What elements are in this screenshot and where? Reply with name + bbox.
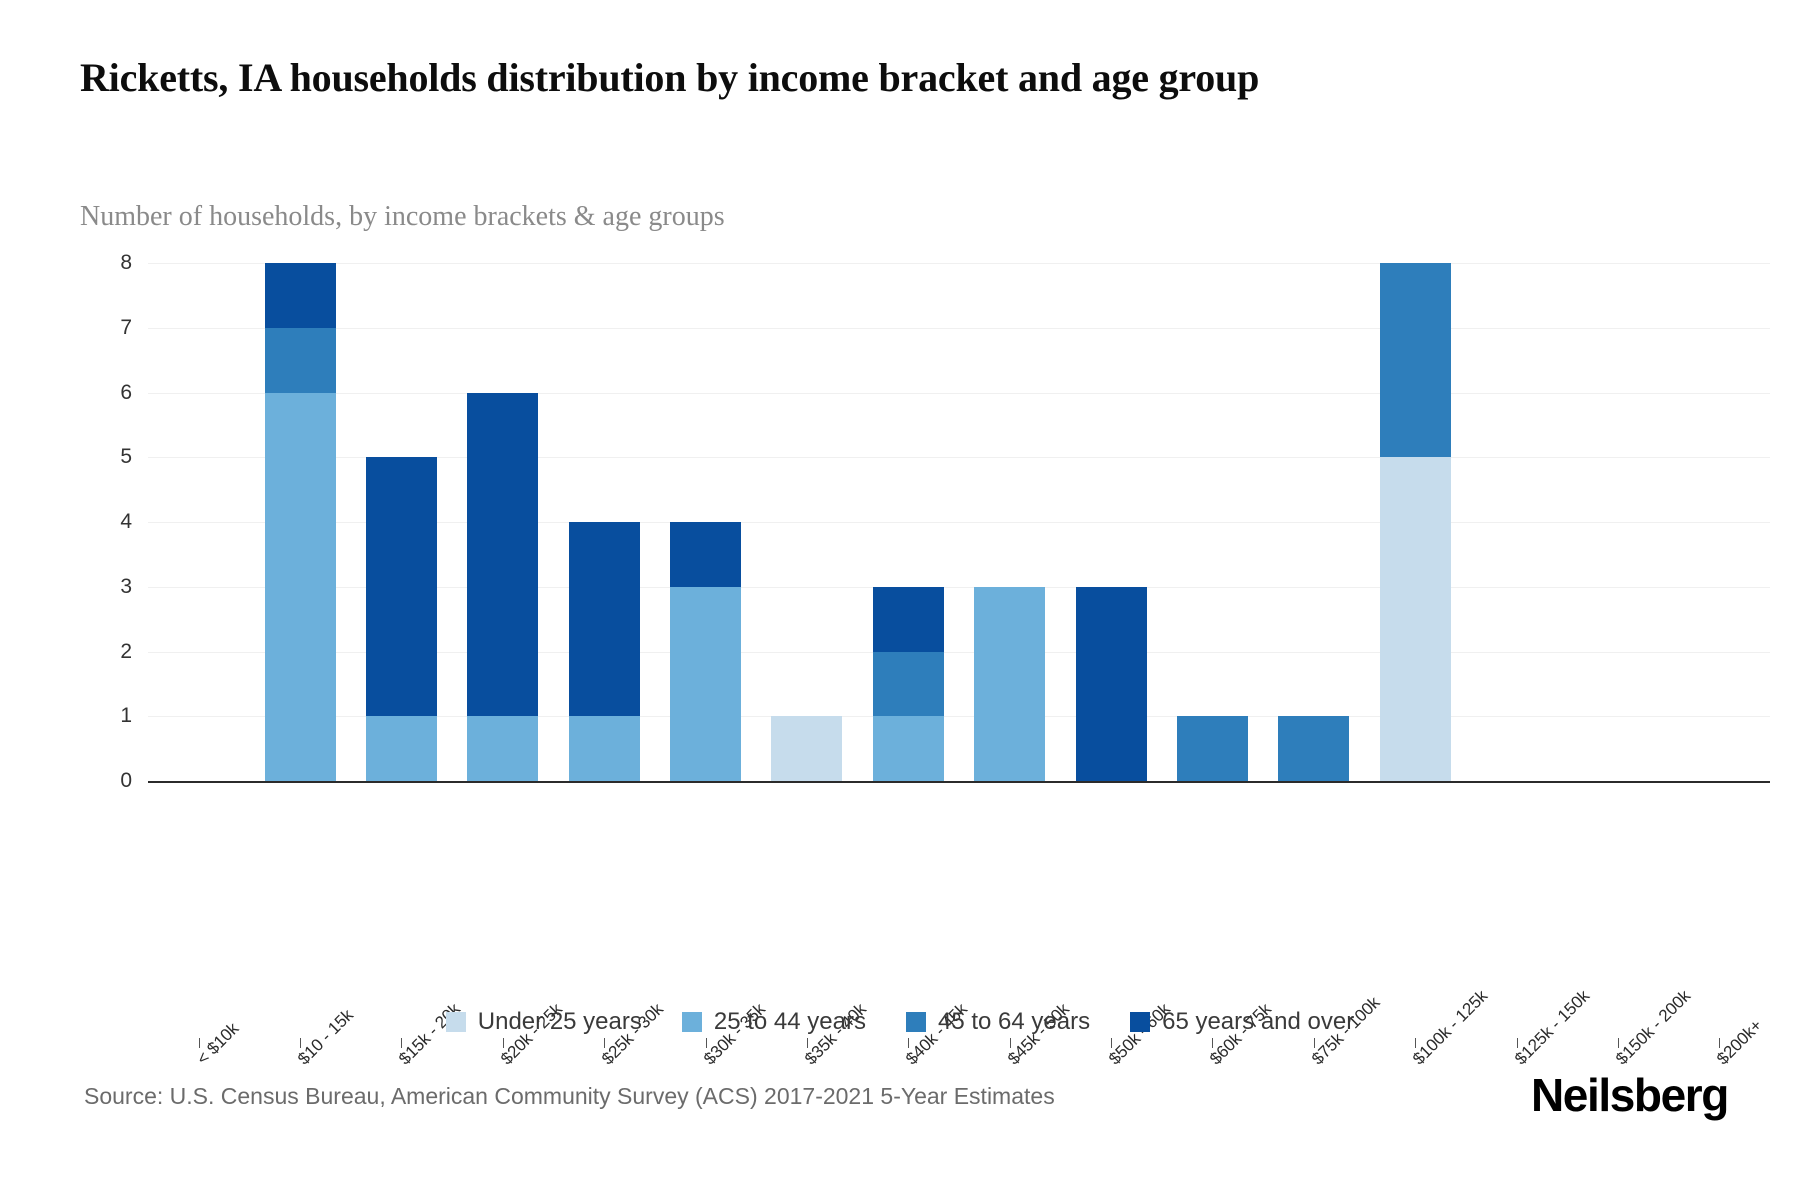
y-axis-tick-label: 1	[120, 704, 132, 728]
chart-legend: Under 25 years 25 to 44 years 45 to 64 yea…	[0, 1008, 1800, 1036]
bar-segment[interactable]	[264, 327, 336, 393]
legend-swatch-icon	[1130, 1012, 1151, 1032]
x-axis-tick-mark	[502, 1038, 504, 1048]
bar-segment[interactable]	[1379, 457, 1451, 781]
bar-segment[interactable]	[1176, 716, 1248, 781]
x-axis-tick-mark	[604, 1038, 606, 1048]
gridline	[148, 263, 1770, 264]
gridline	[148, 522, 1770, 523]
legend-item[interactable]: 65 years and over	[1130, 1008, 1354, 1036]
legend-item[interactable]: 45 to 64 years	[905, 1008, 1091, 1036]
gridline	[148, 327, 1770, 329]
bar-segment[interactable]	[1278, 716, 1350, 781]
bar-segment[interactable]	[872, 716, 944, 781]
bar-segment[interactable]	[872, 586, 944, 652]
y-axis-tick-label: 2	[120, 639, 132, 663]
bar-segment[interactable]	[974, 586, 1046, 781]
gridline	[148, 716, 1770, 718]
x-axis-tick-mark	[806, 1038, 808, 1048]
legend-swatch-icon	[445, 1012, 466, 1032]
bar-segment[interactable]	[467, 392, 539, 717]
x-axis-tick-mark	[1516, 1038, 1518, 1048]
source-note: Source: U.S. Census Bureau, American Com…	[84, 1083, 1055, 1109]
legend-swatch-icon	[681, 1012, 702, 1032]
x-axis-tick-mark	[1009, 1038, 1011, 1048]
bar-stack[interactable]	[670, 522, 742, 781]
x-axis-tick-mark	[1212, 1038, 1214, 1048]
x-axis-tick-mark	[198, 1038, 200, 1048]
bar-stack[interactable]	[771, 716, 843, 781]
bar-stack[interactable]	[1075, 586, 1147, 781]
legend-label: 45 to 64 years	[937, 1008, 1091, 1035]
x-axis-tick-mark	[705, 1038, 707, 1048]
x-axis-tick-mark	[1111, 1038, 1113, 1048]
legend-label: Under 25 years	[477, 1008, 642, 1035]
gridline	[148, 392, 1770, 394]
bar-segment[interactable]	[365, 457, 437, 717]
y-axis-tick-label: 6	[120, 380, 132, 404]
x-axis-tick-mark	[908, 1038, 910, 1048]
bar-segment[interactable]	[365, 716, 437, 781]
bar-segment[interactable]	[467, 716, 539, 781]
legend-label: 65 years and over	[1162, 1008, 1355, 1035]
bar-stack[interactable]	[1278, 716, 1350, 781]
x-axis-tick-mark	[1313, 1038, 1315, 1048]
x-axis-tick-mark	[300, 1038, 302, 1048]
bar-segment[interactable]	[771, 716, 843, 781]
bar-stack[interactable]	[568, 522, 640, 781]
x-axis-tick-mark	[1415, 1038, 1417, 1048]
bar-stack[interactable]	[467, 392, 539, 781]
y-axis-tick-label: 4	[120, 510, 132, 533]
x-axis-line	[148, 781, 1770, 783]
bar-segment[interactable]	[670, 522, 742, 587]
bar-stack[interactable]	[872, 586, 944, 781]
legend-label: 25 to 44 years	[713, 1008, 866, 1035]
x-axis-tick-mark	[1617, 1038, 1619, 1048]
bar-stack[interactable]	[1379, 263, 1451, 781]
bar-stack[interactable]	[365, 457, 437, 781]
y-axis-tick-label: 8	[120, 251, 132, 274]
bar-segment[interactable]	[568, 716, 640, 781]
legend-swatch-icon	[905, 1012, 926, 1032]
bar-segment[interactable]	[1075, 586, 1147, 781]
plot-area: 0 1 2 3 4 5 6 7 8 < $10k $10 - 15k $15k - 20k $20k -…	[120, 251, 1770, 1068]
page-title: Ricketts, IA households distribution by …	[80, 55, 1260, 100]
gridline	[148, 586, 1770, 588]
gridline	[148, 651, 1770, 653]
legend-item[interactable]: 25 to 44 years	[681, 1008, 866, 1036]
brand-logo: Neilsberg	[1530, 1069, 1729, 1121]
y-axis-tick-label: 7	[120, 315, 132, 339]
y-axis-tick-label: 3	[120, 574, 132, 598]
bar-stack[interactable]	[264, 263, 336, 781]
legend-item[interactable]: Under 25 years	[445, 1008, 642, 1036]
x-axis-tick-mark	[401, 1038, 403, 1048]
bar-segment[interactable]	[264, 263, 336, 328]
page-subtitle: Number of households, by income brackets…	[80, 201, 725, 232]
bar-stack[interactable]	[974, 586, 1046, 781]
bar-segment[interactable]	[568, 522, 640, 717]
bar-segment[interactable]	[670, 586, 742, 781]
bar-segment[interactable]	[264, 392, 336, 781]
gridline	[148, 457, 1770, 459]
x-axis-tick-mark	[1719, 1038, 1721, 1048]
y-axis-tick-label: 0	[120, 769, 132, 792]
bar-stack[interactable]	[1176, 716, 1248, 781]
bar-segment[interactable]	[872, 651, 944, 717]
y-axis-tick-label: 5	[120, 445, 132, 469]
bar-segment[interactable]	[1379, 263, 1451, 458]
